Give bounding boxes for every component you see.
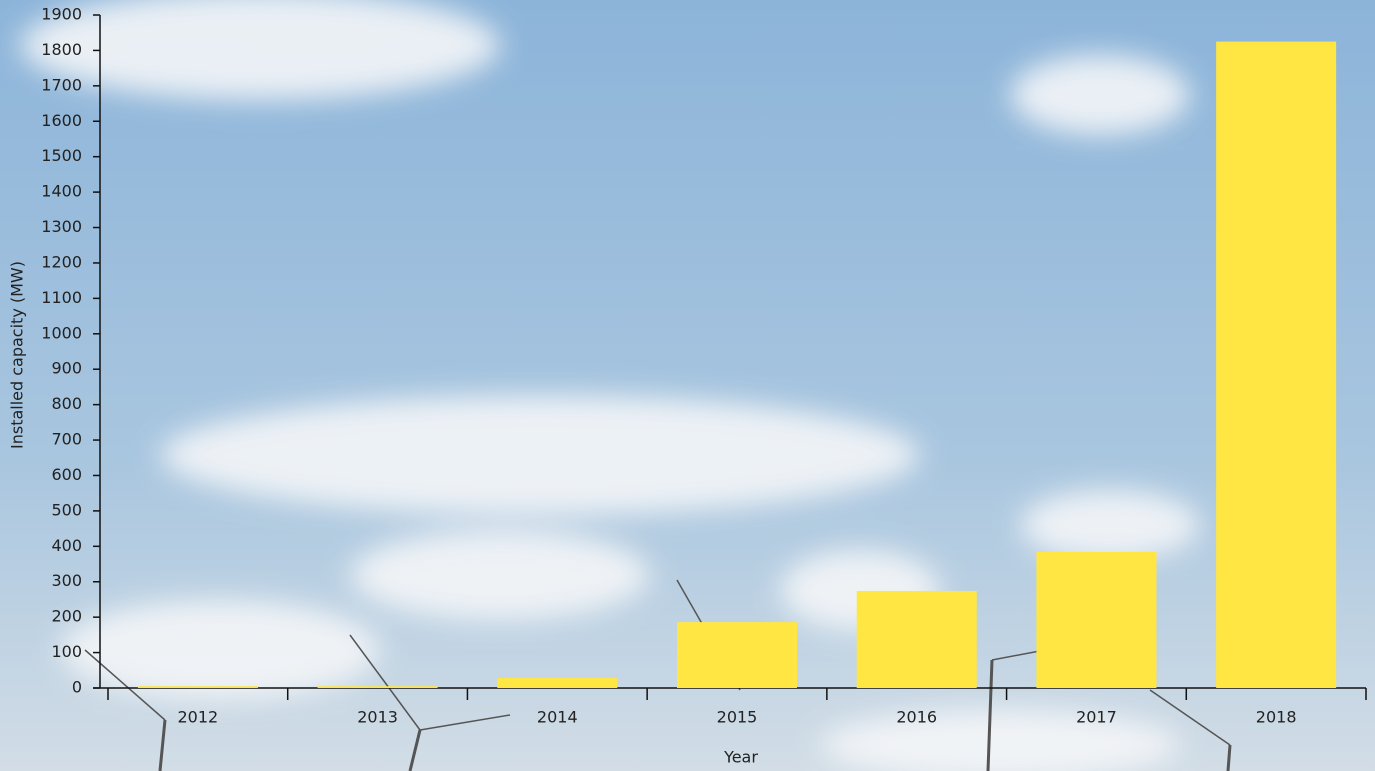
bar: [677, 622, 797, 688]
bar: [856, 590, 977, 688]
y-tick-label: 100: [51, 642, 82, 661]
y-tick-label: 400: [51, 536, 82, 555]
x-tick-label: 2017: [1076, 708, 1117, 727]
y-tick-label: 1100: [41, 288, 82, 307]
y-tick-label: 1900: [41, 5, 82, 24]
x-tick-label: 2012: [177, 708, 218, 727]
wind-turbines: [158, 659, 1232, 771]
y-axis-label: Installed capacity (MW): [8, 261, 27, 449]
y-tick-label: 1600: [41, 111, 82, 130]
y-tick-label: 1800: [41, 40, 82, 59]
y-tick-label: 1300: [41, 217, 82, 236]
bar: [317, 686, 438, 688]
y-tick-label: 900: [51, 359, 82, 378]
y-tick-label: 800: [51, 394, 82, 413]
y-tick-label: 1400: [41, 182, 82, 201]
bar: [137, 686, 258, 688]
y-tick-label: 200: [51, 607, 82, 626]
y-tick-label: 700: [51, 430, 82, 449]
x-axis-label: Year: [723, 748, 758, 767]
clouds: [20, 0, 1200, 771]
x-tick-label: 2013: [357, 708, 398, 727]
y-tick-label: 600: [51, 465, 82, 484]
y-tick-label: 1000: [41, 323, 82, 342]
y-tick-label: 300: [51, 571, 82, 590]
y-tick-label: 0: [72, 678, 82, 697]
y-tick-label: 500: [51, 500, 82, 519]
x-tick-label: 2015: [717, 708, 758, 727]
bar: [497, 678, 618, 688]
x-tick-label: 2016: [896, 708, 937, 727]
bar: [1036, 551, 1157, 688]
y-tick-label: 1700: [41, 75, 82, 94]
y-tick-label: 1200: [41, 252, 82, 271]
x-tick-label: 2018: [1256, 708, 1297, 727]
y-tick-label: 1500: [41, 146, 82, 165]
bar: [1216, 41, 1337, 688]
x-tick-label: 2014: [537, 708, 578, 727]
